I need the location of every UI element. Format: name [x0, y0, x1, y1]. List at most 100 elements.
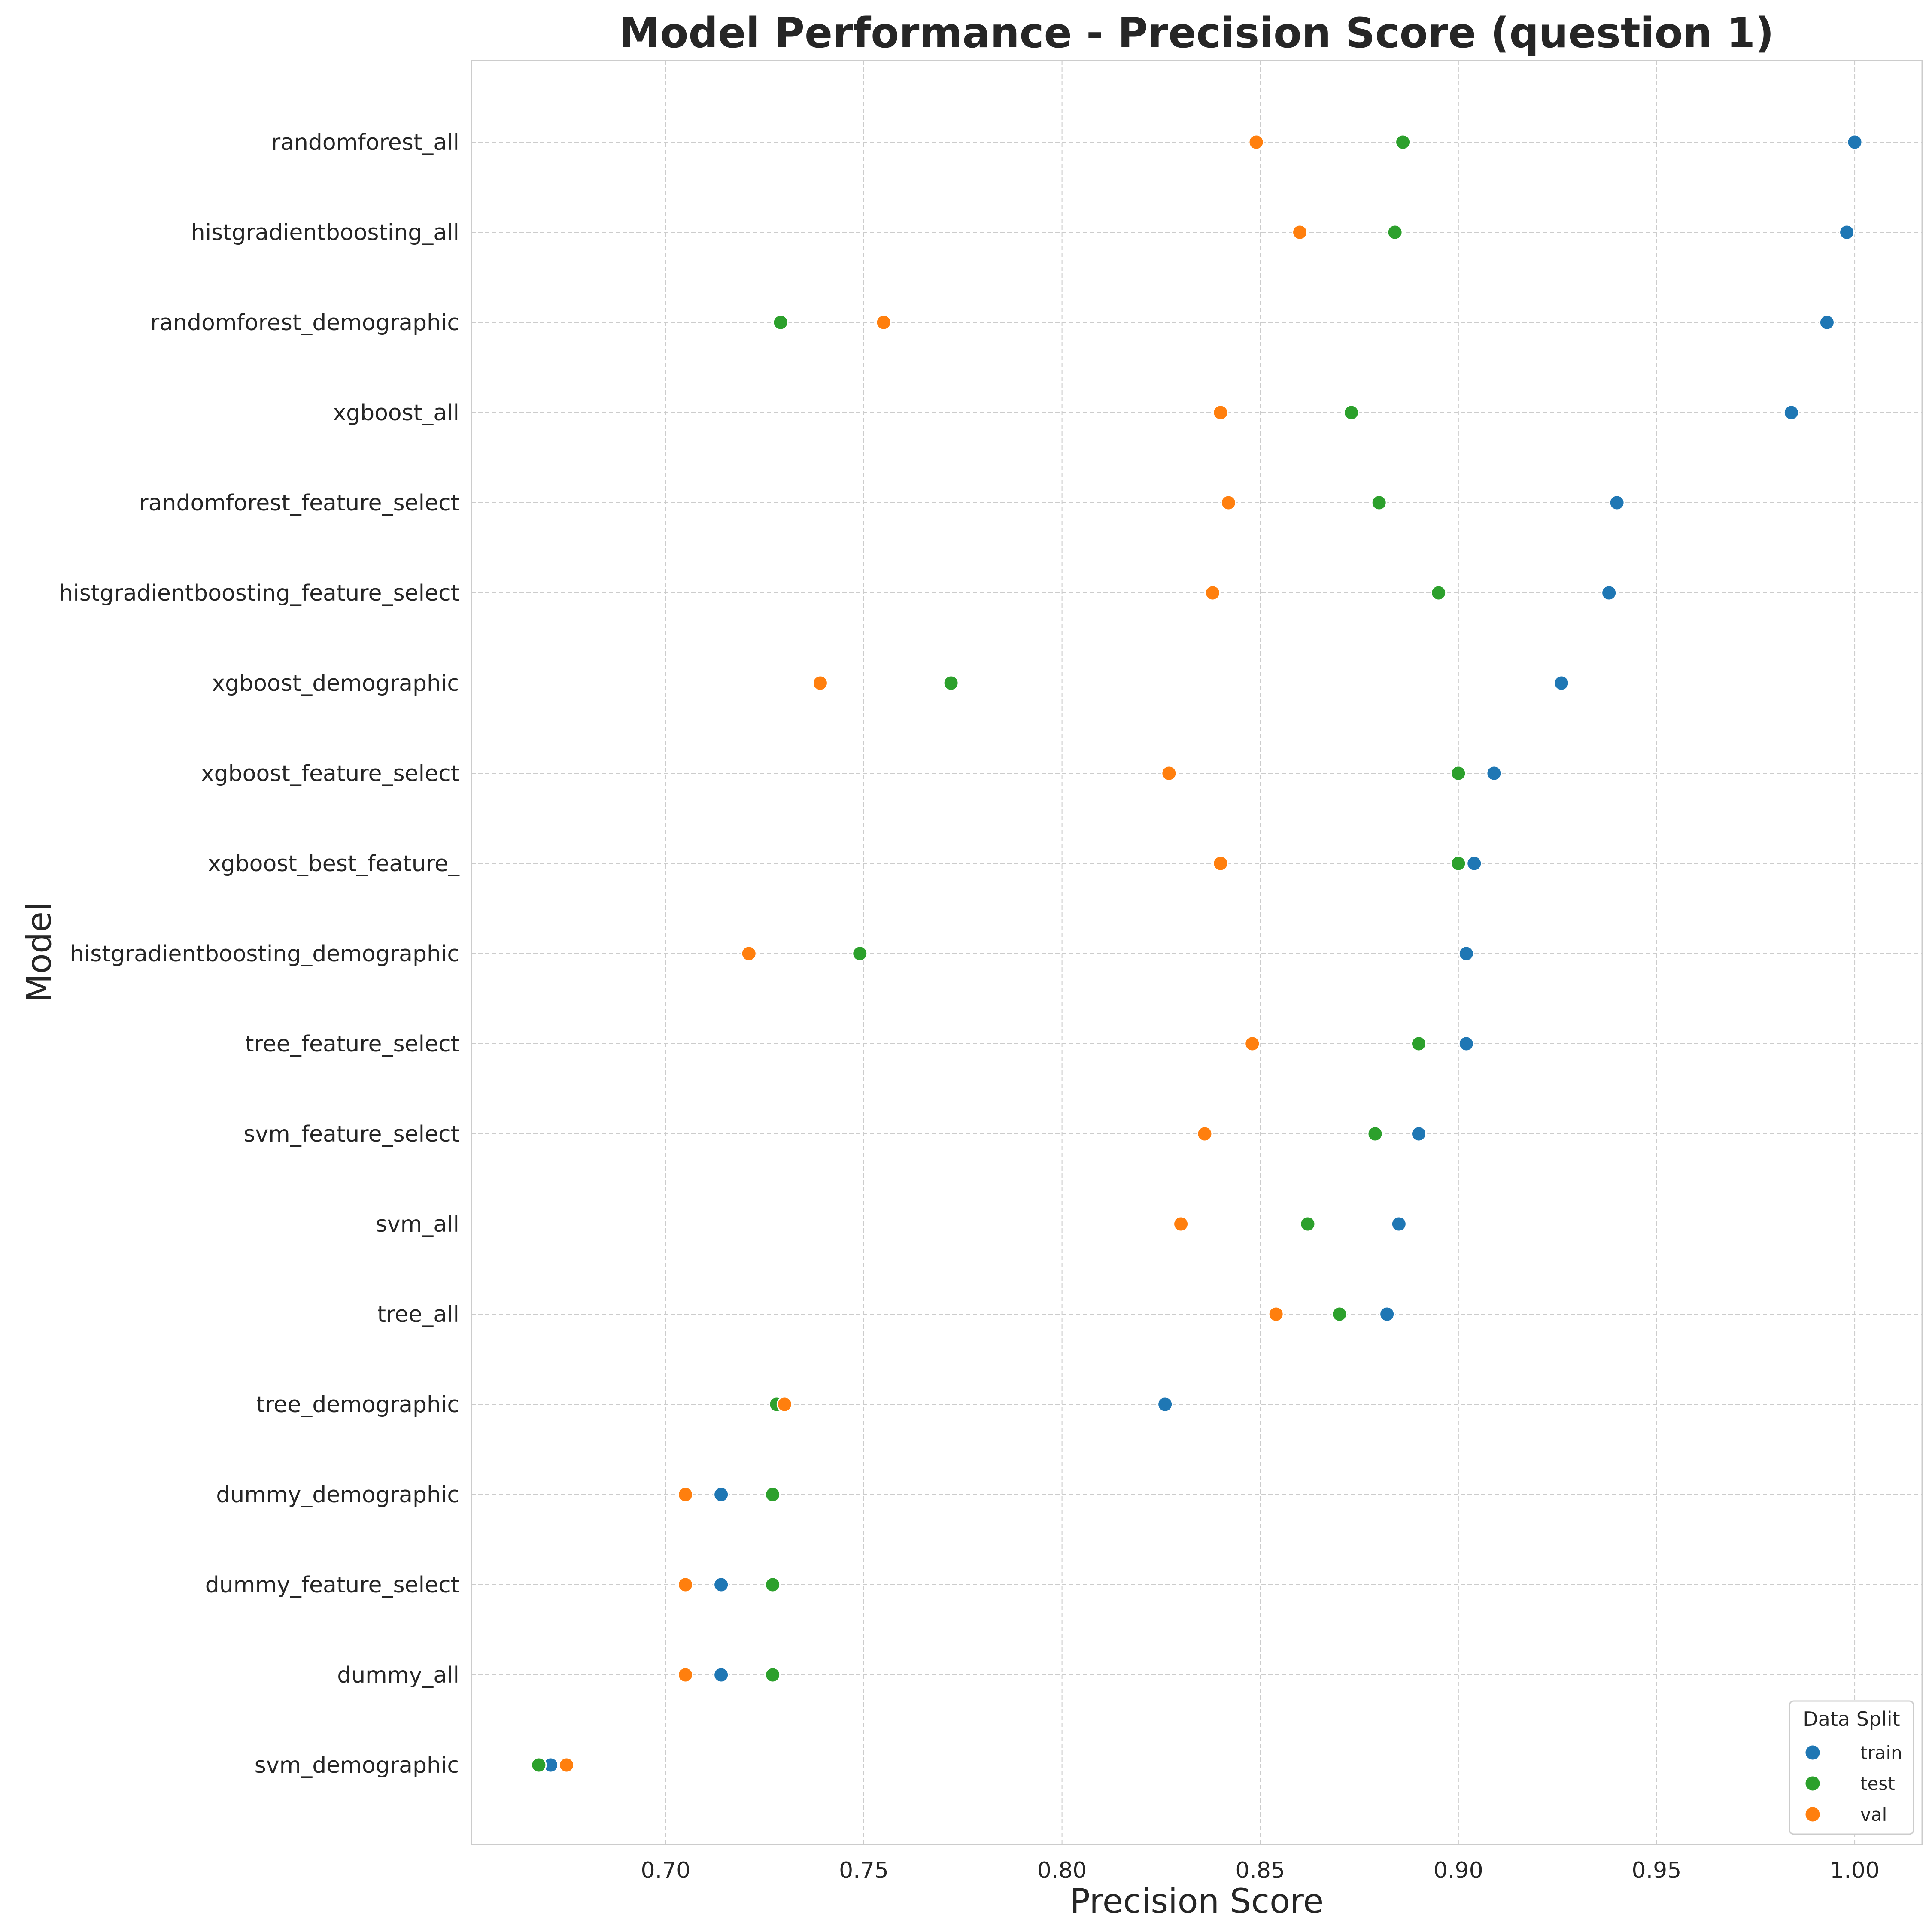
y-tick-label: histgradientboosting_feature_select: [59, 580, 459, 606]
x-tick-label: 0.85: [1235, 1858, 1285, 1883]
x-tick-label: 0.70: [641, 1858, 690, 1883]
data-point-val: [1292, 224, 1308, 240]
x-tick-label: 1.00: [1830, 1858, 1880, 1883]
y-tick-label: histgradientboosting_all: [191, 220, 459, 246]
chart-title: Model Performance - Precision Score (que…: [619, 9, 1774, 57]
data-point-train: [713, 1577, 729, 1593]
legend-marker-train: [1804, 1744, 1821, 1761]
data-point-train: [713, 1667, 729, 1683]
plot-frame: [471, 60, 1923, 1845]
x-tick-label: 0.90: [1434, 1858, 1483, 1883]
data-point-test: [1395, 134, 1411, 150]
data-point-val: [741, 945, 757, 962]
data-point-test: [1450, 855, 1467, 872]
data-point-train: [1839, 224, 1855, 240]
data-point-test: [1331, 1306, 1348, 1322]
data-point-train: [713, 1486, 729, 1503]
data-point-val: [1197, 1126, 1213, 1142]
legend-label-val: val: [1860, 1804, 1887, 1825]
data-point-test: [765, 1486, 781, 1503]
data-point-val: [677, 1667, 694, 1683]
y-tick-labels: randomforest_all histgradientboosting_all…: [59, 130, 460, 1778]
data-point-test: [1411, 1036, 1427, 1052]
data-point-train: [1466, 855, 1482, 872]
y-tick-label: svm_all: [376, 1212, 459, 1237]
y-tick-label: randomforest_demographic: [150, 310, 459, 336]
data-point-test: [1371, 495, 1387, 511]
data-point-test: [1343, 404, 1360, 421]
data-point-val: [677, 1577, 694, 1593]
data-point-val: [559, 1757, 575, 1773]
data-point-train: [1783, 404, 1799, 421]
data-point-val: [1244, 1036, 1261, 1052]
data-point-test: [765, 1577, 781, 1593]
points-layer: [531, 134, 1863, 1773]
data-point-train: [1553, 675, 1570, 691]
data-point-train: [1391, 1216, 1407, 1232]
y-tick-label: histgradientboosting_demographic: [70, 941, 459, 967]
y-tick-label: xgboost_feature_select: [201, 761, 459, 787]
data-point-test: [1450, 765, 1467, 781]
data-point-val: [1204, 585, 1221, 601]
y-axis-label: Model: [20, 902, 59, 1002]
x-tick-label: 0.95: [1632, 1858, 1682, 1883]
data-point-train: [1486, 765, 1502, 781]
data-point-train: [1157, 1396, 1173, 1413]
data-point-train: [1411, 1126, 1427, 1142]
data-point-train: [1601, 585, 1617, 601]
data-point-test: [765, 1667, 781, 1683]
data-point-test: [531, 1757, 547, 1773]
data-point-val: [812, 675, 828, 691]
data-point-val: [776, 1396, 793, 1413]
y-tick-label: dummy_demographic: [216, 1482, 459, 1508]
y-tick-label: tree_all: [377, 1302, 459, 1327]
data-point-val: [1212, 404, 1229, 421]
y-tick-label: tree_feature_select: [245, 1031, 459, 1057]
y-tick-label: xgboost_best_feature_: [208, 851, 460, 877]
x-tick-labels: 0.70 0.75 0.80 0.85 0.90 0.95 1.00: [641, 1858, 1879, 1883]
data-point-train: [1847, 134, 1863, 150]
data-point-test: [852, 945, 868, 962]
data-point-val: [1268, 1306, 1284, 1322]
data-point-test: [772, 314, 789, 331]
x-tick-label: 0.75: [839, 1858, 889, 1883]
x-axis-label: Precision Score: [1070, 1882, 1324, 1921]
data-point-test: [1431, 585, 1447, 601]
legend-label-test: test: [1860, 1773, 1895, 1794]
y-tick-label: tree_demographic: [256, 1392, 459, 1418]
grid-layer: [471, 61, 1922, 1844]
data-point-train: [1458, 1036, 1474, 1052]
data-point-val: [677, 1486, 694, 1503]
y-tick-label: dummy_all: [337, 1662, 459, 1688]
data-point-train: [1819, 314, 1835, 331]
data-point-val: [1248, 134, 1264, 150]
y-tick-label: svm_feature_select: [243, 1121, 459, 1147]
data-point-val: [1173, 1216, 1189, 1232]
y-tick-label: svm_demographic: [255, 1753, 459, 1778]
data-point-test: [1300, 1216, 1316, 1232]
legend: Data Split train test val: [1789, 1700, 1914, 1835]
y-tick-label: randomforest_feature_select: [139, 490, 459, 516]
legend-title: Data Split: [1803, 1707, 1900, 1731]
data-point-val: [1212, 855, 1229, 872]
y-tick-label: xgboost_demographic: [212, 671, 459, 696]
x-tick-label: 0.80: [1037, 1858, 1087, 1883]
data-point-val: [875, 314, 892, 331]
y-tick-label: randomforest_all: [271, 130, 459, 155]
data-point-val: [1220, 495, 1236, 511]
legend-marker-val: [1804, 1806, 1821, 1823]
data-point-val: [1161, 765, 1177, 781]
legend-label-train: train: [1860, 1742, 1902, 1763]
data-point-test: [1367, 1126, 1383, 1142]
y-tick-label: dummy_feature_select: [205, 1572, 459, 1598]
data-point-test: [1387, 224, 1403, 240]
data-point-test: [943, 675, 959, 691]
y-tick-label: xgboost_all: [333, 400, 459, 426]
data-point-train: [1458, 945, 1474, 962]
data-point-train: [1379, 1306, 1395, 1322]
legend-marker-test: [1804, 1775, 1821, 1792]
data-point-train: [1609, 495, 1625, 511]
legend-box: [1789, 1700, 1914, 1835]
